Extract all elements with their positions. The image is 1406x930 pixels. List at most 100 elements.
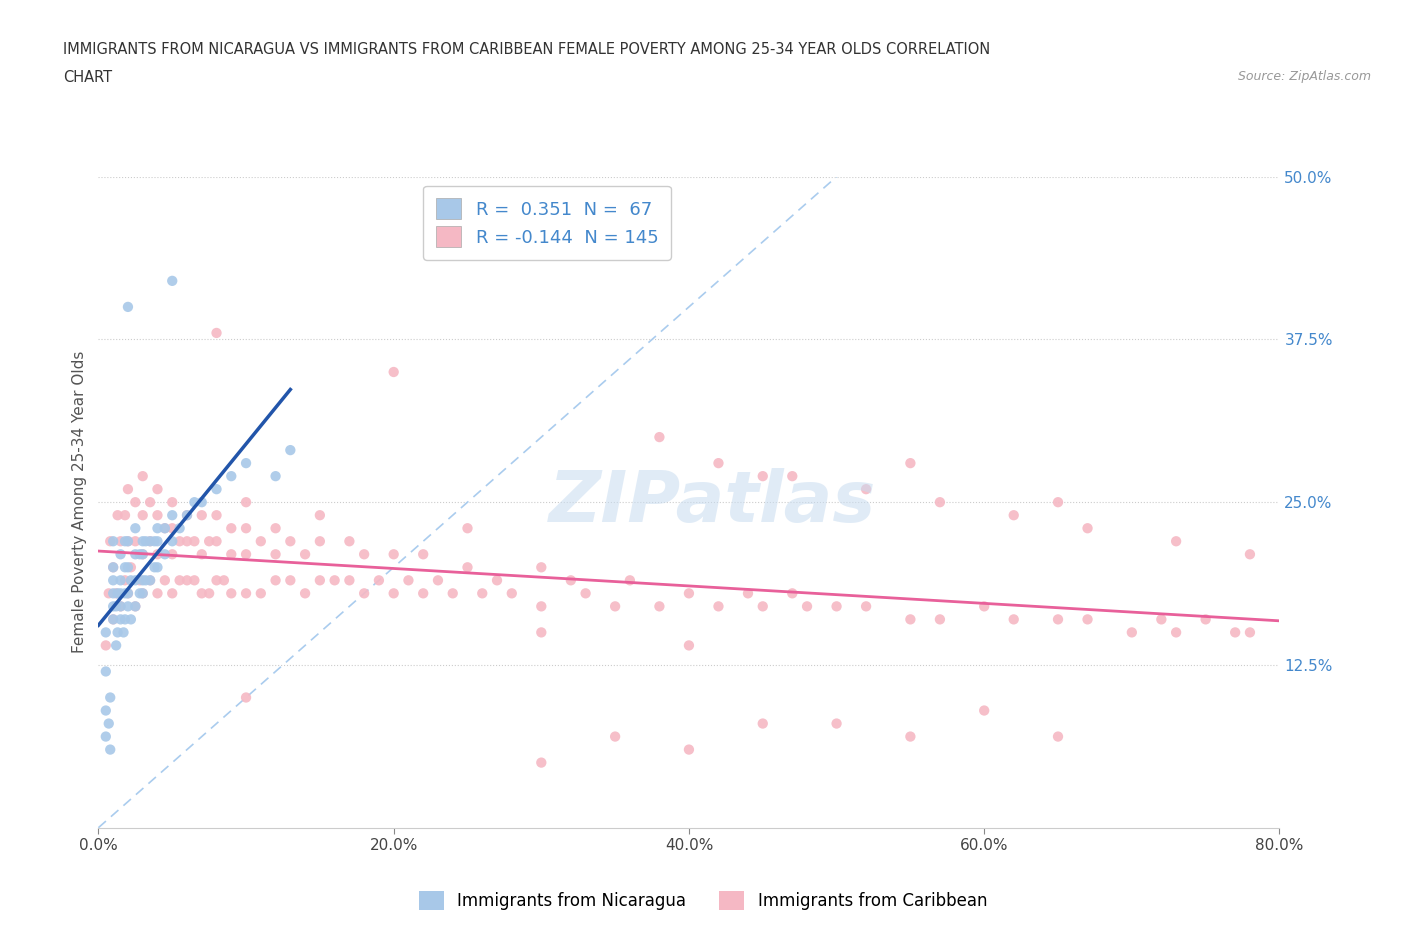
Point [94, 638, 117, 653]
Point [235, 547, 257, 562]
Point [162, 273, 183, 288]
Point [264, 547, 287, 562]
Legend: Immigrants from Nicaragua, Immigrants from Caribbean: Immigrants from Nicaragua, Immigrants fr… [412, 884, 994, 917]
Point [162, 547, 183, 562]
Point [146, 534, 169, 549]
Point [132, 547, 155, 562]
Text: Source: ZipAtlas.com: Source: ZipAtlas.com [1237, 70, 1371, 83]
Point [1150, 612, 1173, 627]
Point [205, 482, 228, 497]
Point [146, 482, 169, 497]
Point [103, 612, 125, 627]
Point [751, 599, 773, 614]
Point [103, 586, 125, 601]
Point [98, 742, 121, 757]
Point [782, 586, 804, 601]
Point [114, 612, 136, 627]
Point [139, 573, 162, 588]
Point [103, 560, 125, 575]
Point [501, 586, 523, 601]
Point [339, 534, 360, 549]
Point [574, 586, 596, 601]
Point [169, 521, 191, 536]
Point [678, 586, 700, 601]
Point [382, 586, 405, 601]
Point [132, 547, 155, 562]
Point [139, 534, 162, 549]
Y-axis label: Female Poverty Among 25-34 Year Olds: Female Poverty Among 25-34 Year Olds [72, 351, 87, 654]
Point [530, 755, 553, 770]
Point [94, 729, 117, 744]
Point [796, 599, 818, 614]
Point [139, 534, 162, 549]
Point [183, 495, 205, 510]
Point [339, 573, 360, 588]
Point [176, 534, 198, 549]
Point [900, 729, 922, 744]
Point [1195, 612, 1218, 627]
Point [139, 495, 162, 510]
Point [1164, 625, 1187, 640]
Point [198, 534, 221, 549]
Point [648, 599, 671, 614]
Point [368, 573, 391, 588]
Point [309, 573, 332, 588]
Point [146, 521, 169, 536]
Point [219, 547, 242, 562]
Point [198, 586, 221, 601]
Point [110, 547, 132, 562]
Point [1046, 495, 1069, 510]
Point [114, 508, 136, 523]
Point [128, 586, 150, 601]
Point [105, 599, 128, 614]
Point [146, 586, 169, 601]
Point [162, 586, 183, 601]
Point [353, 547, 375, 562]
Point [382, 547, 405, 562]
Text: ZIPatlas: ZIPatlas [548, 468, 876, 537]
Point [855, 482, 877, 497]
Point [97, 716, 120, 731]
Point [825, 599, 848, 614]
Point [117, 299, 139, 314]
Point [323, 573, 346, 588]
Point [124, 495, 146, 510]
Point [353, 586, 375, 601]
Point [103, 599, 125, 614]
Point [294, 547, 316, 562]
Point [162, 534, 183, 549]
Point [124, 599, 146, 614]
Point [205, 326, 228, 340]
Point [707, 599, 730, 614]
Point [162, 508, 183, 523]
Point [619, 573, 641, 588]
Point [191, 508, 214, 523]
Point [105, 586, 128, 601]
Point [530, 560, 553, 575]
Point [135, 534, 157, 549]
Point [973, 599, 995, 614]
Point [1223, 625, 1246, 640]
Point [124, 534, 146, 549]
Point [605, 599, 627, 614]
Point [456, 521, 478, 536]
Point [855, 599, 877, 614]
Point [132, 586, 155, 601]
Point [1239, 625, 1261, 640]
Point [143, 534, 166, 549]
Point [117, 586, 139, 601]
Point [132, 573, 155, 588]
Point [456, 560, 478, 575]
Point [1046, 729, 1069, 744]
Point [205, 534, 228, 549]
Point [707, 456, 730, 471]
Legend: R =  0.351  N =  67, R = -0.144  N = 145: R = 0.351 N = 67, R = -0.144 N = 145 [423, 186, 671, 260]
Point [219, 469, 242, 484]
Point [412, 586, 434, 601]
Point [107, 625, 129, 640]
Point [176, 573, 198, 588]
Point [264, 469, 287, 484]
Point [183, 573, 205, 588]
Point [264, 573, 287, 588]
Point [117, 534, 139, 549]
